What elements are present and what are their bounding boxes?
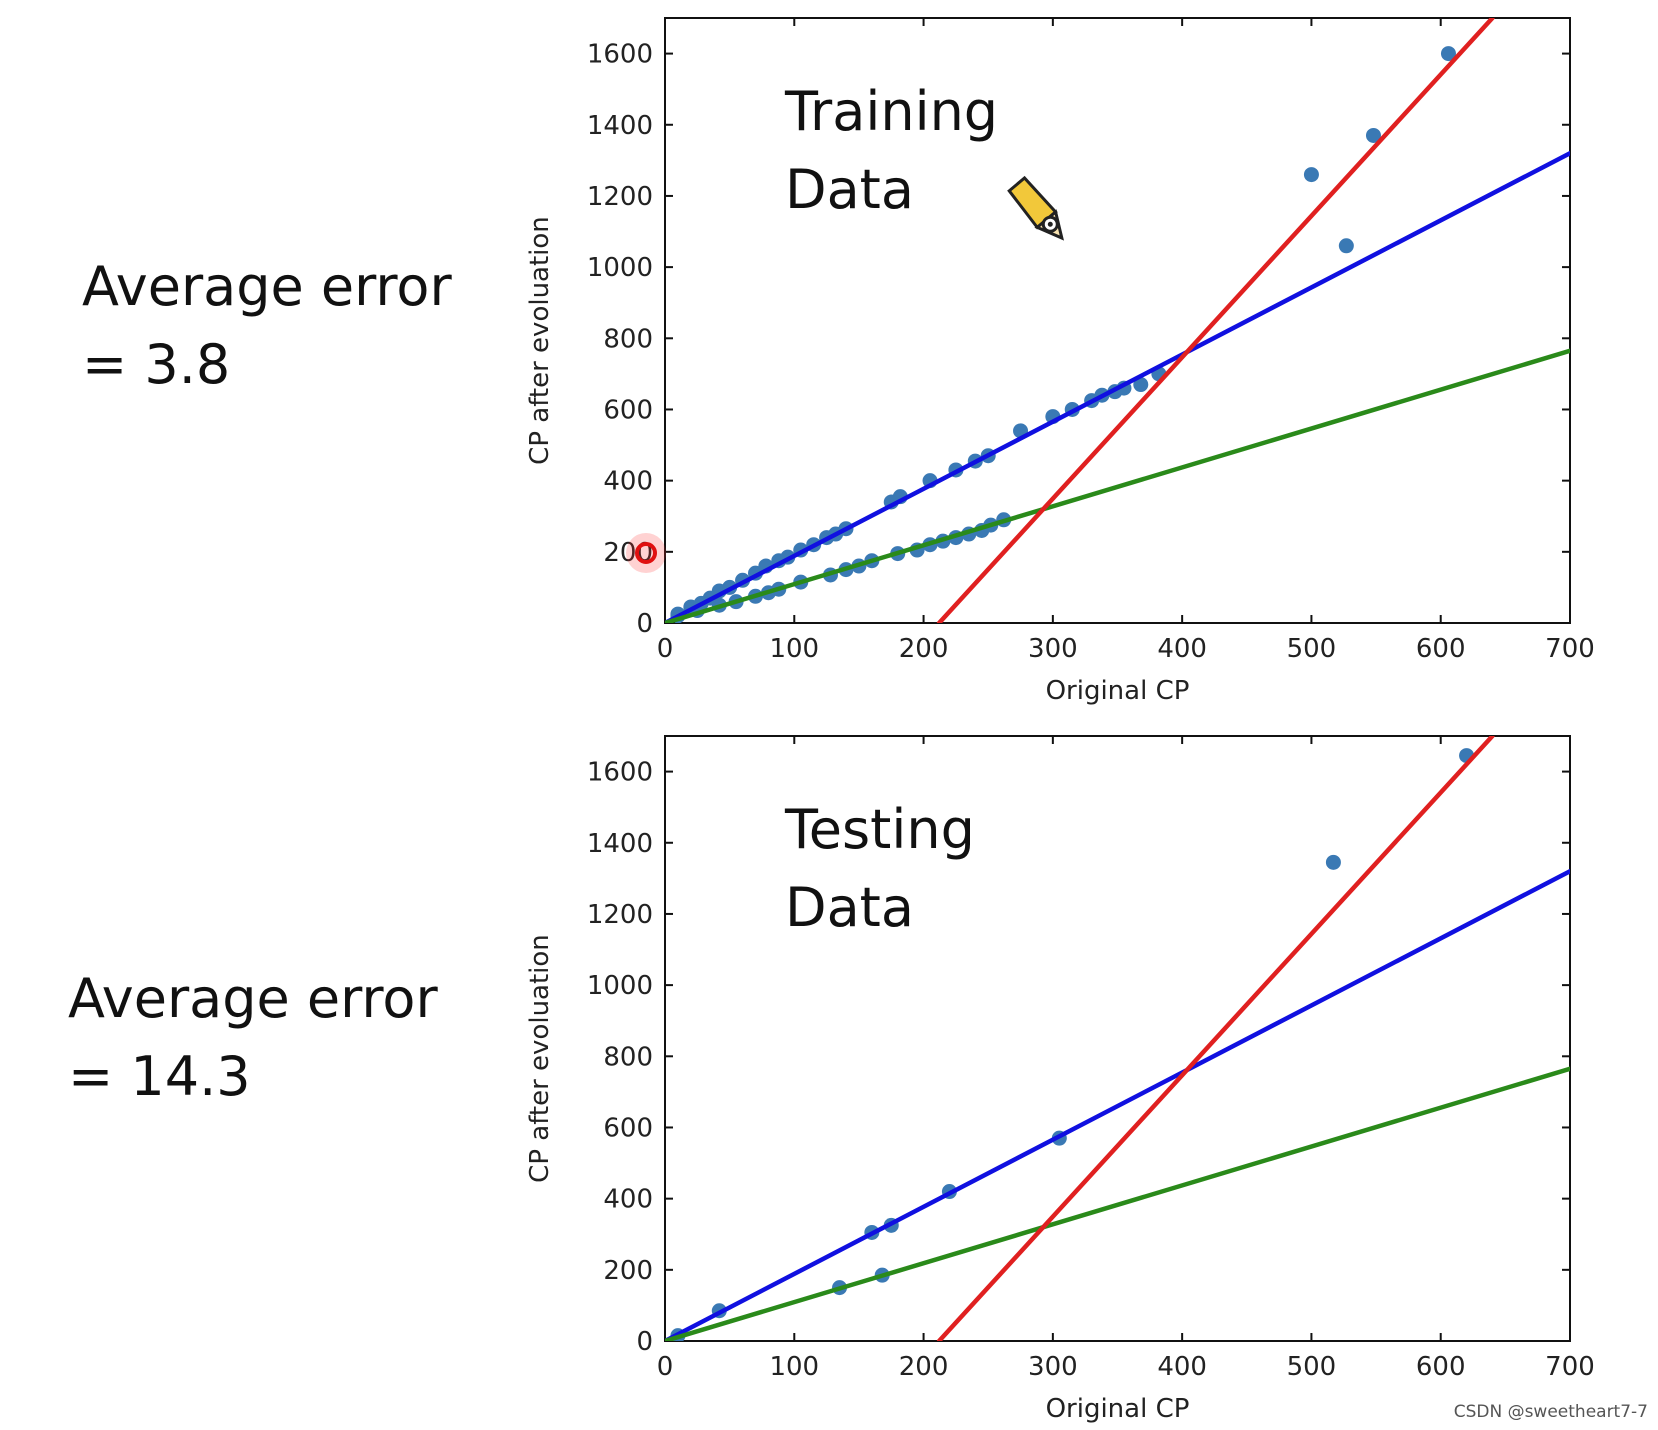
- training-data-point: [1365, 127, 1381, 143]
- testing-ylabel: CP after evoluation: [525, 934, 555, 1183]
- testing-plot-frame: [664, 735, 1571, 1342]
- testing-xtick-label: 700: [1545, 1352, 1595, 1382]
- testing-title-line: Data: [785, 876, 914, 939]
- training-plot-frame: [664, 17, 1571, 624]
- training-fit-lines: [665, 18, 1570, 623]
- training-title-line: Data: [785, 158, 914, 221]
- training-green-line: [665, 348, 1570, 623]
- training-xtick-label: 200: [899, 634, 949, 664]
- training-ytick-label: 1400: [587, 111, 653, 141]
- testing-red-line: [936, 736, 1495, 1341]
- training-ytick-label: 800: [603, 324, 653, 354]
- testing-xlabel: Original CP: [1046, 1394, 1190, 1424]
- testing-green-line: [665, 1066, 1570, 1341]
- training-xtick-label: 600: [1416, 634, 1466, 664]
- training-error-value: = 3.8: [82, 333, 231, 396]
- testing-xtick-label: 500: [1287, 1352, 1337, 1382]
- testing-xtick-label: 400: [1157, 1352, 1207, 1382]
- testing-ytick-label: 800: [603, 1042, 653, 1072]
- testing-ytick-label: 600: [603, 1113, 653, 1143]
- training-title-line: Training: [784, 80, 998, 143]
- training-data-point: [1303, 167, 1319, 183]
- training-ytick-label: 1000: [587, 253, 653, 283]
- training-xtick-label: 700: [1545, 634, 1595, 664]
- testing-xtick-label: 100: [769, 1352, 819, 1382]
- testing-fit-lines: [665, 736, 1570, 1341]
- testing-ytick-label: 200: [603, 1256, 653, 1286]
- training-xtick-label: 100: [769, 634, 819, 664]
- testing-data-point: [1325, 854, 1341, 870]
- testing-xtick-label: 0: [657, 1352, 674, 1382]
- testing-chart: 0 100 200 300 400 500 600 700 0 200 400 600 800 1000 1…: [525, 735, 1595, 1424]
- training-ytick-label: 1600: [587, 40, 653, 70]
- testing-title-line: Testing: [784, 798, 975, 861]
- testing-average-error: Average error = 14.3: [68, 960, 438, 1116]
- training-ytick-label: 1200: [587, 182, 653, 212]
- testing-ytick-label: 1600: [587, 758, 653, 788]
- training-ytick-label: 0: [636, 609, 653, 639]
- training-ytick-label: 200: [603, 538, 653, 568]
- training-data-point: [1338, 238, 1354, 254]
- training-data-point: [1133, 377, 1149, 393]
- testing-error-value: = 14.3: [68, 1045, 251, 1108]
- training-xtick-label: 400: [1157, 634, 1207, 664]
- training-error-label: Average error: [82, 255, 452, 318]
- training-ytick-label: 400: [603, 467, 653, 497]
- testing-ytick-label: 1000: [587, 971, 653, 1001]
- training-xtick-label: 500: [1287, 634, 1337, 664]
- training-xtick-label: 0: [657, 634, 674, 664]
- testing-xtick-label: 600: [1416, 1352, 1466, 1382]
- training-red-line: [936, 18, 1495, 623]
- testing-xtick-label: 300: [1028, 1352, 1078, 1382]
- training-ylabel: CP after evoluation: [525, 216, 555, 465]
- testing-ytick-label: 400: [603, 1185, 653, 1215]
- testing-ytick-label: 1200: [587, 900, 653, 930]
- training-data-point: [1440, 46, 1456, 62]
- testing-ytick-label: 1400: [587, 829, 653, 859]
- testing-ytick-label: 0: [636, 1327, 653, 1357]
- training-blue-line: [665, 150, 1570, 623]
- training-average-error: Average error = 3.8: [82, 248, 452, 404]
- watermark: CSDN @sweetheart7-7: [1453, 1402, 1648, 1422]
- training-xtick-label: 300: [1028, 634, 1078, 664]
- testing-xtick-label: 200: [899, 1352, 949, 1382]
- testing-error-label: Average error: [68, 967, 438, 1030]
- training-chart: 0 100 200 300 400 500 600 700 0 200 400 600 800 1000 1…: [525, 17, 1595, 706]
- training-xlabel: Original CP: [1046, 676, 1190, 706]
- testing-blue-line: [665, 868, 1570, 1341]
- training-ytick-label: 600: [603, 395, 653, 425]
